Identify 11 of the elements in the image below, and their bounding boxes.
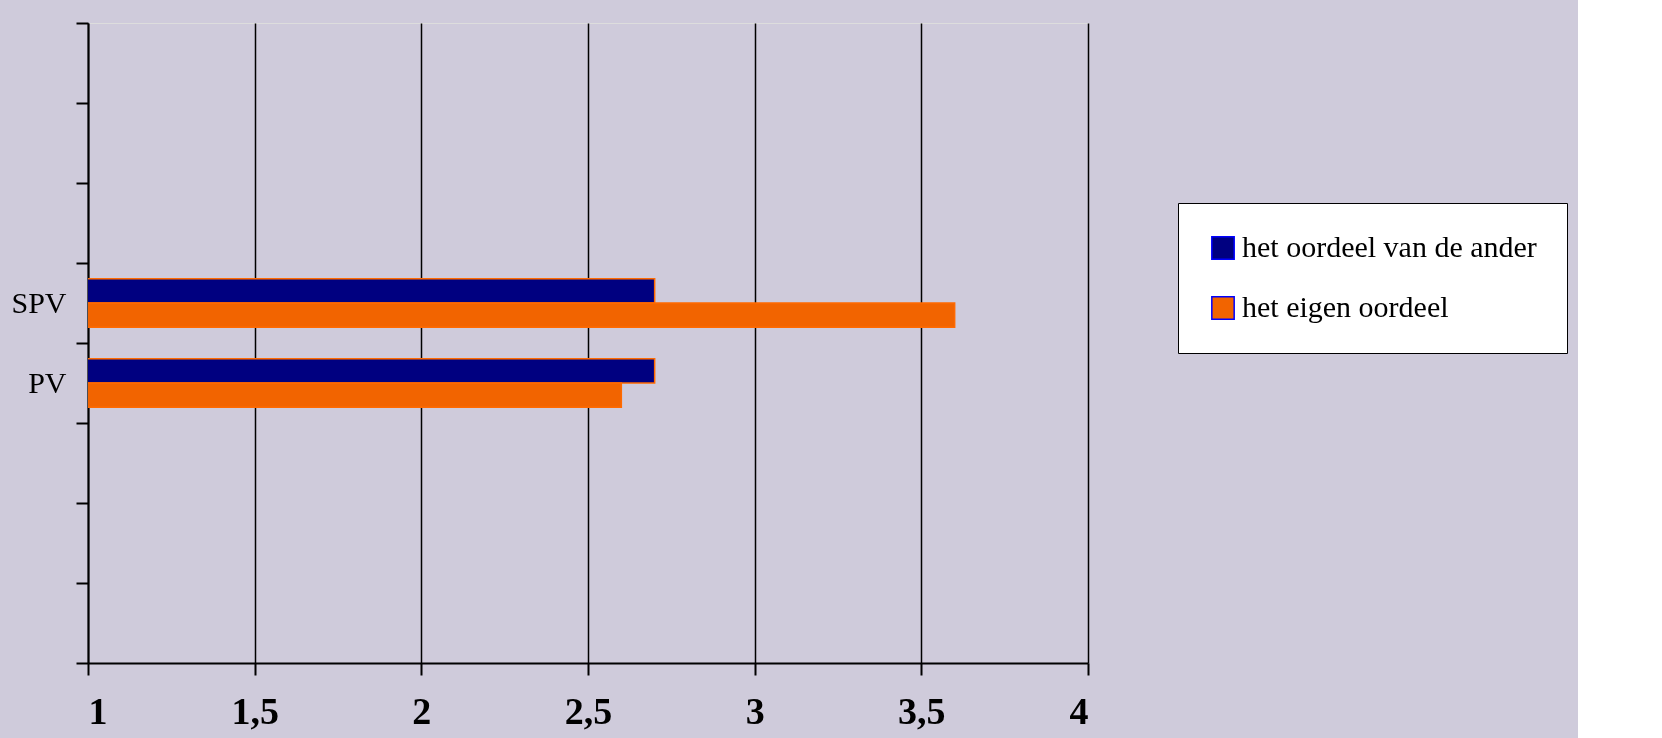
x-tick-label: 4	[1069, 689, 1089, 732]
x-tick-label: 1,5	[231, 689, 279, 732]
legend-label: het oordeel van de ander	[1242, 230, 1537, 263]
x-tick-label: 3	[745, 689, 765, 732]
legend-label: het eigen oordeel	[1242, 290, 1449, 323]
x-tick-label: 2	[412, 689, 432, 732]
y-tick-label: SPV	[11, 285, 67, 319]
x-tick-label: 1	[88, 689, 108, 732]
x-tick-label: 2,5	[564, 689, 613, 732]
y-tick-label: PV	[28, 365, 67, 399]
x-tick-label: 3,5	[898, 689, 946, 732]
